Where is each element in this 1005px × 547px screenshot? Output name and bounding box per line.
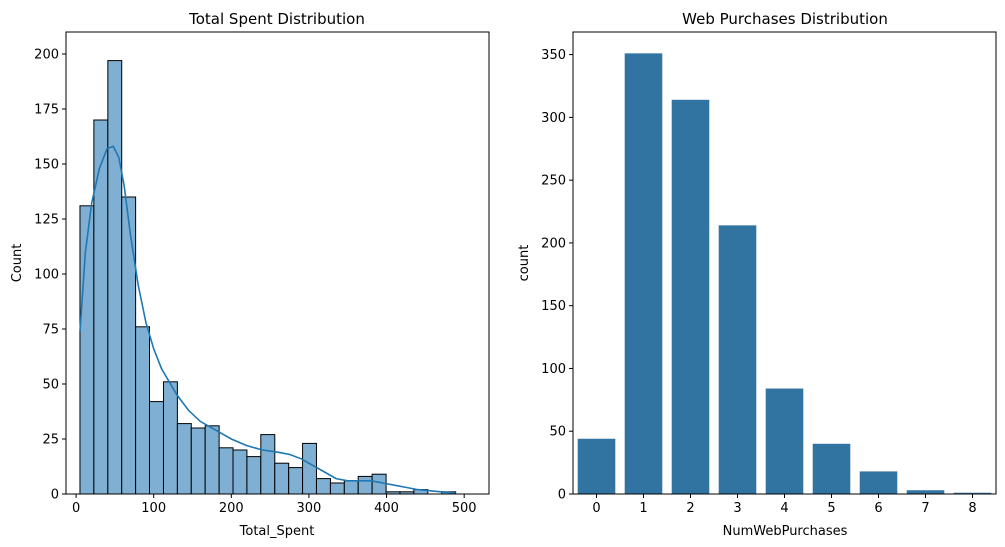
histogram-bar bbox=[218, 447, 234, 495]
y-tick-label: 100 bbox=[541, 362, 566, 377]
count-bar bbox=[859, 471, 898, 494]
chart-title: Total Spent Distribution bbox=[188, 10, 365, 28]
y-tick-label: 50 bbox=[549, 425, 566, 440]
histogram-bar bbox=[79, 205, 95, 495]
y-tick-label: 200 bbox=[541, 236, 566, 251]
histogram-bar bbox=[121, 196, 137, 495]
x-tick-label: 7 bbox=[921, 501, 929, 516]
count-bar bbox=[671, 99, 710, 494]
histogram-bar bbox=[232, 449, 248, 495]
x-tick-label: 100 bbox=[141, 501, 166, 516]
chart-title: Web Purchases Distribution bbox=[682, 10, 888, 28]
x-tick-label: 0 bbox=[592, 501, 600, 516]
x-tick-label: 4 bbox=[780, 501, 788, 516]
x-tick-label: 0 bbox=[72, 501, 80, 516]
y-tick-label: 25 bbox=[42, 433, 59, 448]
histogram-bar bbox=[343, 480, 359, 495]
x-axis-ticks: 0 100 200 300 400 500 bbox=[72, 494, 477, 516]
y-axis-label: count bbox=[517, 245, 532, 282]
x-tick-label: 1 bbox=[639, 501, 647, 516]
count-bar bbox=[577, 438, 616, 494]
y-tick-label: 350 bbox=[541, 48, 566, 63]
count-bar bbox=[906, 490, 945, 494]
kde-line-group bbox=[79, 145, 456, 494]
x-tick-label: 2 bbox=[686, 501, 694, 516]
x-tick-label: 400 bbox=[374, 501, 399, 516]
y-tick-label: 0 bbox=[51, 488, 59, 503]
count-bar bbox=[718, 225, 757, 494]
y-axis-label: Count bbox=[10, 244, 25, 283]
x-tick-label: 6 bbox=[874, 501, 882, 516]
histogram-bar bbox=[107, 60, 123, 495]
x-tick-label: 5 bbox=[827, 501, 835, 516]
x-tick-label: 3 bbox=[733, 501, 741, 516]
histogram-bar bbox=[190, 427, 206, 495]
y-tick-label: 175 bbox=[34, 103, 59, 118]
count-bars bbox=[577, 53, 992, 494]
histogram-bar bbox=[176, 423, 192, 495]
count-bar bbox=[953, 492, 992, 494]
y-tick-label: 125 bbox=[34, 213, 59, 228]
y-tick-label: 100 bbox=[34, 268, 59, 283]
x-tick-label: 500 bbox=[452, 501, 477, 516]
histogram-bar bbox=[357, 475, 373, 495]
histogram-bar bbox=[162, 381, 178, 495]
histogram-bar bbox=[246, 456, 262, 495]
y-tick-label: 200 bbox=[34, 48, 59, 63]
y-tick-label: 300 bbox=[541, 111, 566, 126]
histogram-bar bbox=[315, 478, 331, 495]
histogram-bar bbox=[329, 482, 345, 495]
x-tick-label: 200 bbox=[219, 501, 244, 516]
histogram-bar bbox=[93, 119, 109, 495]
histogram-bar bbox=[260, 434, 276, 495]
plot-frame bbox=[572, 31, 997, 495]
x-axis-label: NumWebPurchases bbox=[723, 524, 848, 539]
histogram-bar bbox=[135, 326, 151, 495]
histogram-bar bbox=[288, 467, 304, 495]
y-tick-label: 0 bbox=[558, 488, 566, 503]
histogram-bar bbox=[204, 425, 220, 495]
total-spent-histogram: Total Spent Distribution 0 25 50 75 100 125 15… bbox=[10, 10, 490, 539]
x-tick-label: 8 bbox=[968, 501, 976, 516]
y-tick-label: 150 bbox=[34, 158, 59, 173]
histogram-bar bbox=[274, 462, 290, 495]
count-bar bbox=[624, 53, 663, 494]
histogram-bar bbox=[302, 442, 317, 495]
plot-frame bbox=[65, 31, 490, 495]
y-axis-ticks: 0 25 50 75 100 125 150 175 200 bbox=[34, 48, 66, 503]
y-tick-label: 250 bbox=[541, 174, 566, 189]
y-axis-ticks: 0 50 100 150 200 250 300 350 bbox=[541, 48, 573, 503]
count-bar bbox=[812, 443, 851, 494]
kde-line bbox=[79, 145, 456, 494]
y-tick-label: 75 bbox=[42, 323, 59, 338]
x-axis-label: Total_Spent bbox=[239, 524, 315, 539]
x-axis-ticks: 0 1 2 3 4 5 6 7 8 bbox=[592, 494, 977, 516]
web-purchases-countplot: Web Purchases Distribution 0501001502002… bbox=[517, 10, 997, 539]
histogram-bar bbox=[149, 401, 164, 495]
y-tick-label: 150 bbox=[541, 299, 566, 314]
y-tick-label: 50 bbox=[42, 378, 59, 393]
x-tick-label: 300 bbox=[297, 501, 322, 516]
count-bar bbox=[765, 388, 804, 494]
histogram-bar bbox=[371, 473, 387, 495]
